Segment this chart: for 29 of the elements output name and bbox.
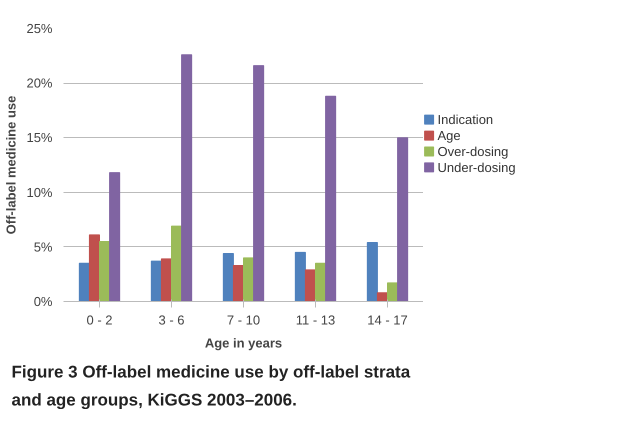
bar <box>253 65 264 302</box>
y-tick-label: 5% <box>34 239 53 254</box>
bar <box>397 137 408 302</box>
y-tick-label: 20% <box>26 76 53 91</box>
bar <box>88 234 100 302</box>
bar <box>150 260 162 302</box>
y-tick-label: 25% <box>26 21 53 36</box>
x-axis-title: Age in years <box>204 336 282 350</box>
x-tick-label: 3 - 6 <box>158 312 185 328</box>
x-tick-label: 11 - 13 <box>296 312 336 328</box>
y-tick-label: 0% <box>34 294 53 309</box>
x-tick-label: 0 - 2 <box>86 312 113 328</box>
bar <box>109 172 120 302</box>
caption: Figure 3 Off-label medicine use by off-label strata and age groups, KiGGS 2003–2006. <box>12 362 411 410</box>
legend-label: Under-dosing <box>438 160 516 175</box>
y-tick-label: 10% <box>26 184 53 200</box>
bar <box>294 252 306 302</box>
x-tick-label: 7 - 10 <box>226 312 260 328</box>
y-tick-label: 15% <box>26 130 53 146</box>
legend-label: Indication <box>438 112 494 128</box>
bar <box>171 226 182 302</box>
legend-label: Over-dosing <box>438 144 508 159</box>
bar <box>366 242 378 302</box>
y-axis-title: Off-label medicine use <box>3 96 18 234</box>
x-tick-label: 14 - 17 <box>367 312 408 328</box>
bar <box>222 252 234 302</box>
bar <box>325 96 336 302</box>
legend-label: Age <box>438 128 461 144</box>
bar <box>181 54 192 302</box>
